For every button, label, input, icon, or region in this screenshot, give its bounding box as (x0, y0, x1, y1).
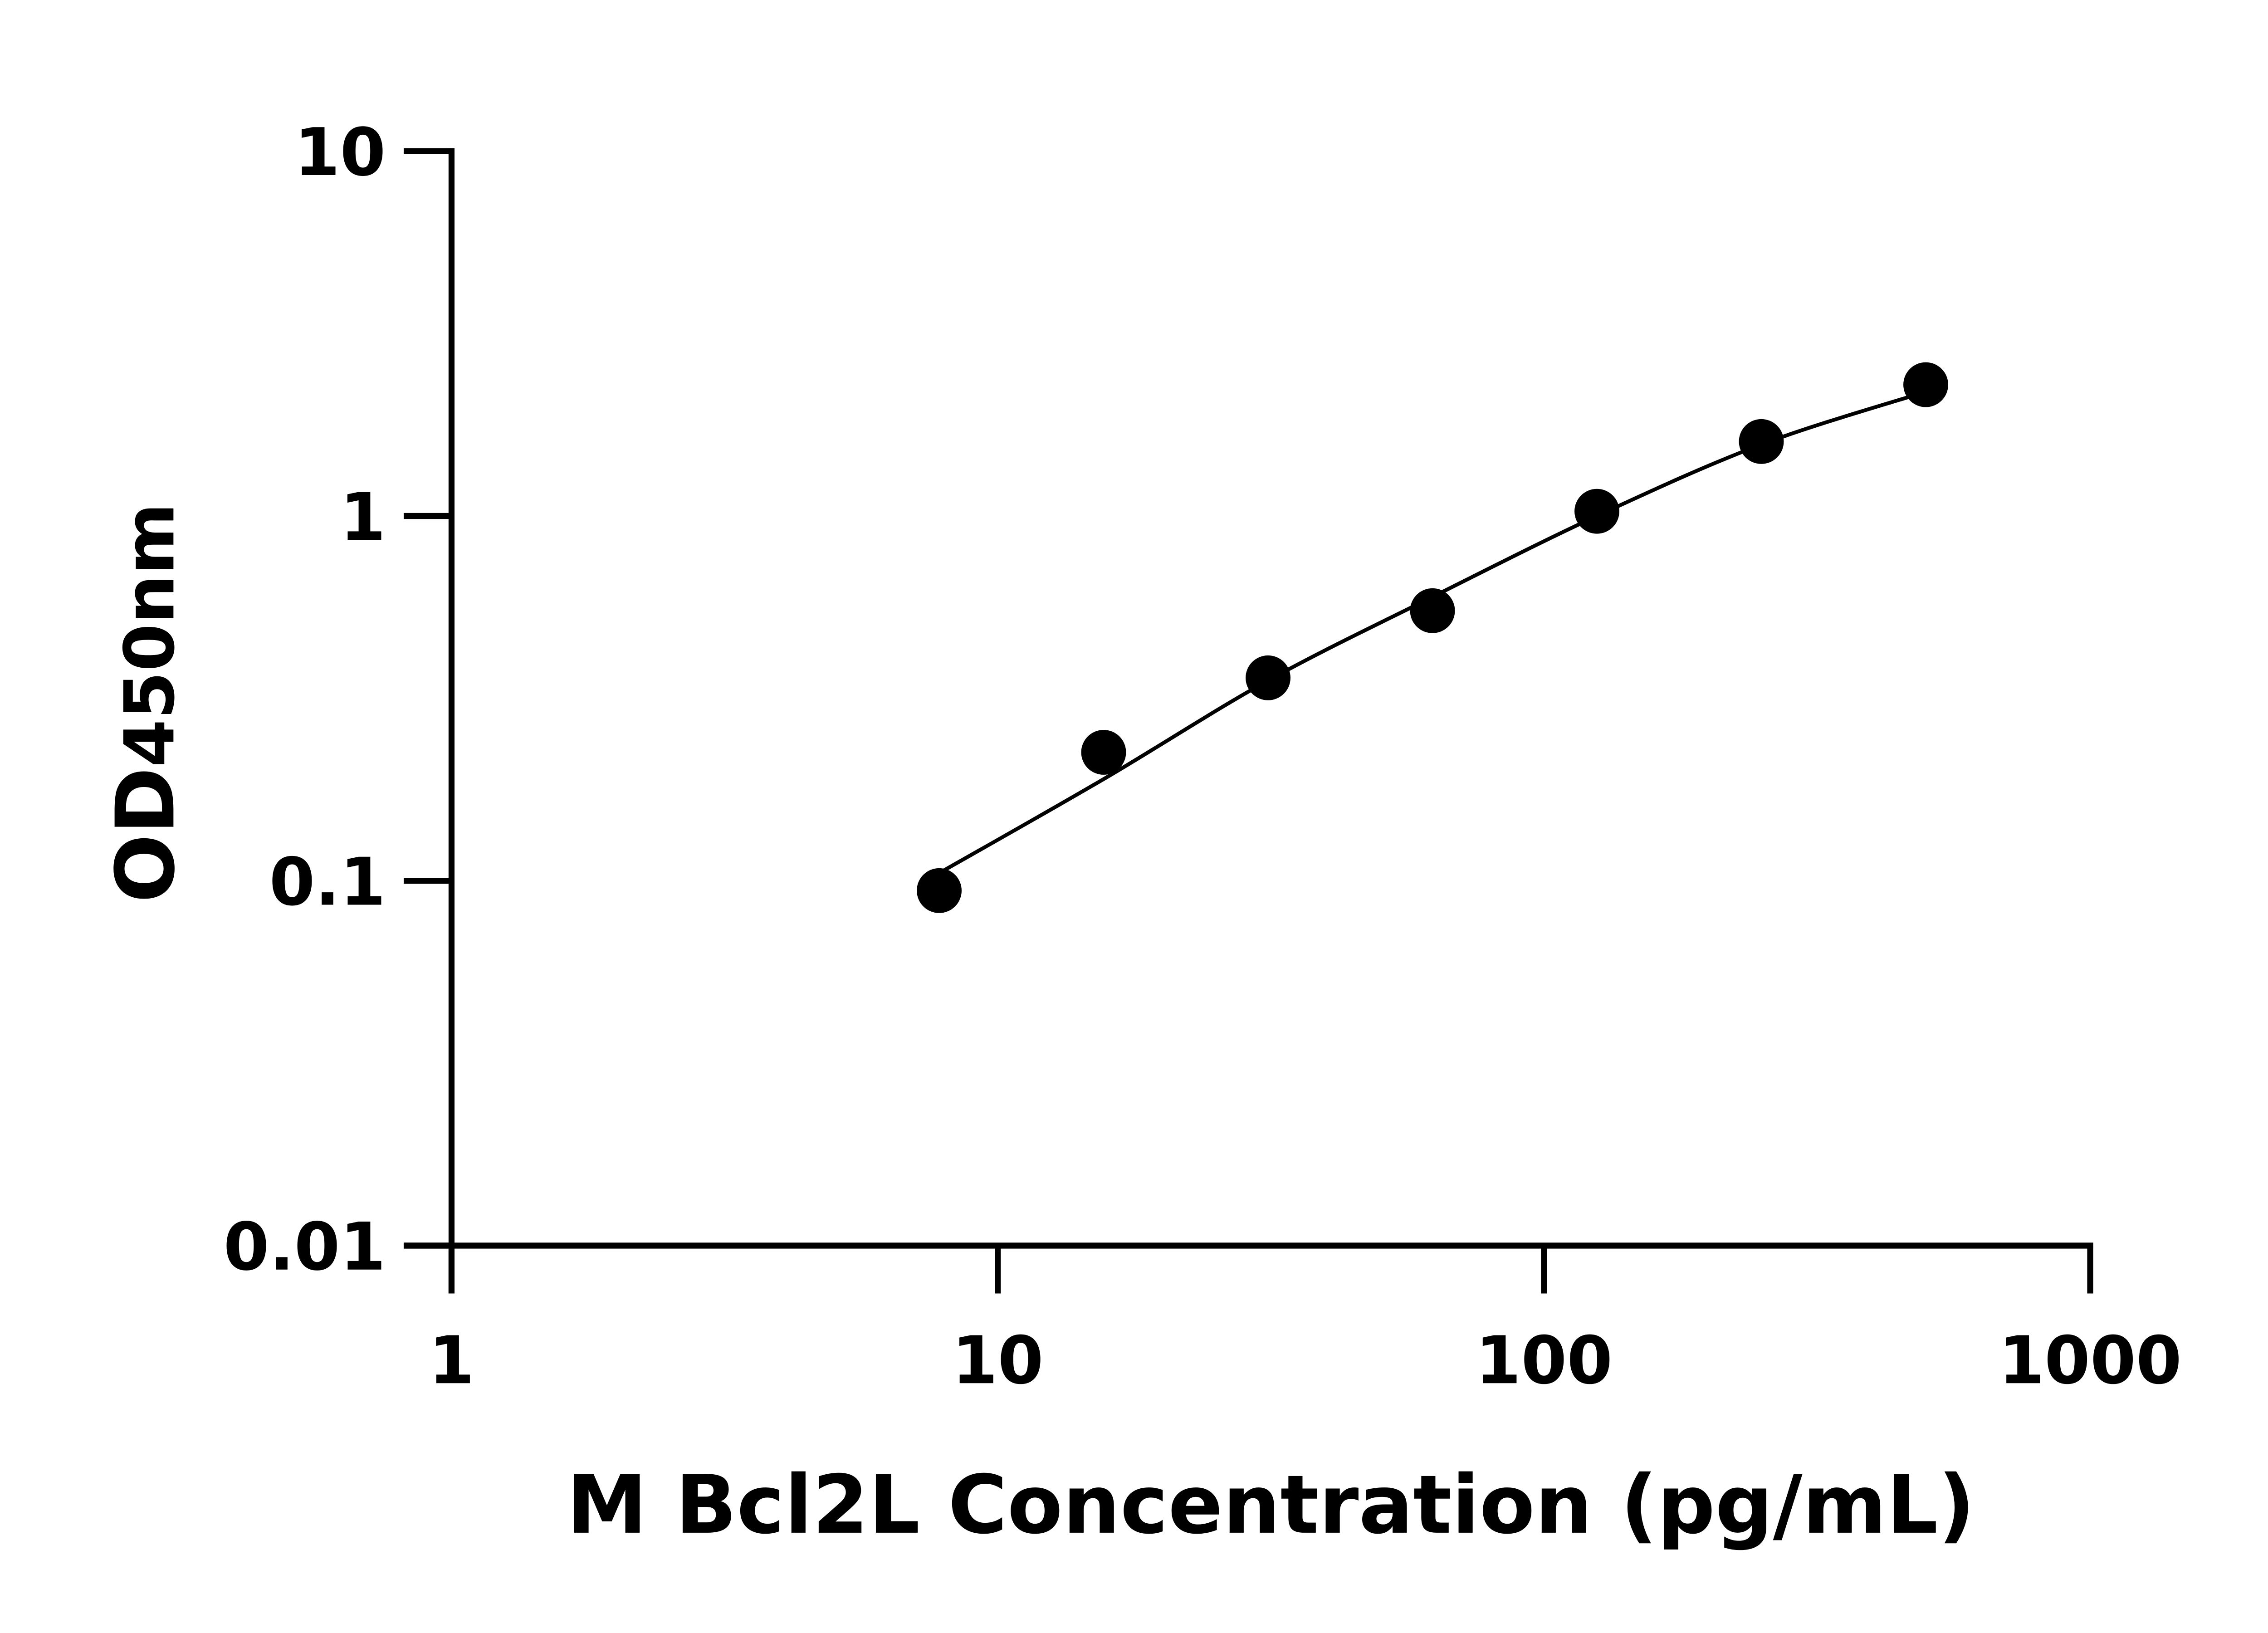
svg-text:OD450nm: OD450nm (98, 503, 192, 903)
data-point (1246, 655, 1290, 700)
y-tick-label: 0.01 (224, 1209, 386, 1286)
x-tick-label: 1000 (1999, 1322, 2182, 1399)
y-axis-label-sub: 450nm (109, 503, 190, 767)
y-axis-label: OD450nm (98, 503, 192, 903)
x-axis-label: M Bcl2L Concentration (pg/mL) (567, 1458, 1975, 1552)
axes (403, 148, 2093, 1294)
data-point (1739, 419, 1784, 464)
x-tick-label: 1 (429, 1322, 474, 1399)
y-tick-label: 10 (294, 114, 386, 191)
data-point (1410, 588, 1455, 633)
x-tick-label: 100 (1475, 1322, 1613, 1399)
data-point (1081, 730, 1126, 775)
y-axis-label-main: OD (98, 767, 192, 903)
data-point (1903, 362, 1948, 407)
data-point (1574, 489, 1619, 534)
y-tick-label: 1 (340, 479, 386, 556)
y-tick-label: 0.1 (269, 844, 386, 920)
data-point (917, 868, 962, 913)
x-tick-label: 10 (952, 1322, 1044, 1399)
